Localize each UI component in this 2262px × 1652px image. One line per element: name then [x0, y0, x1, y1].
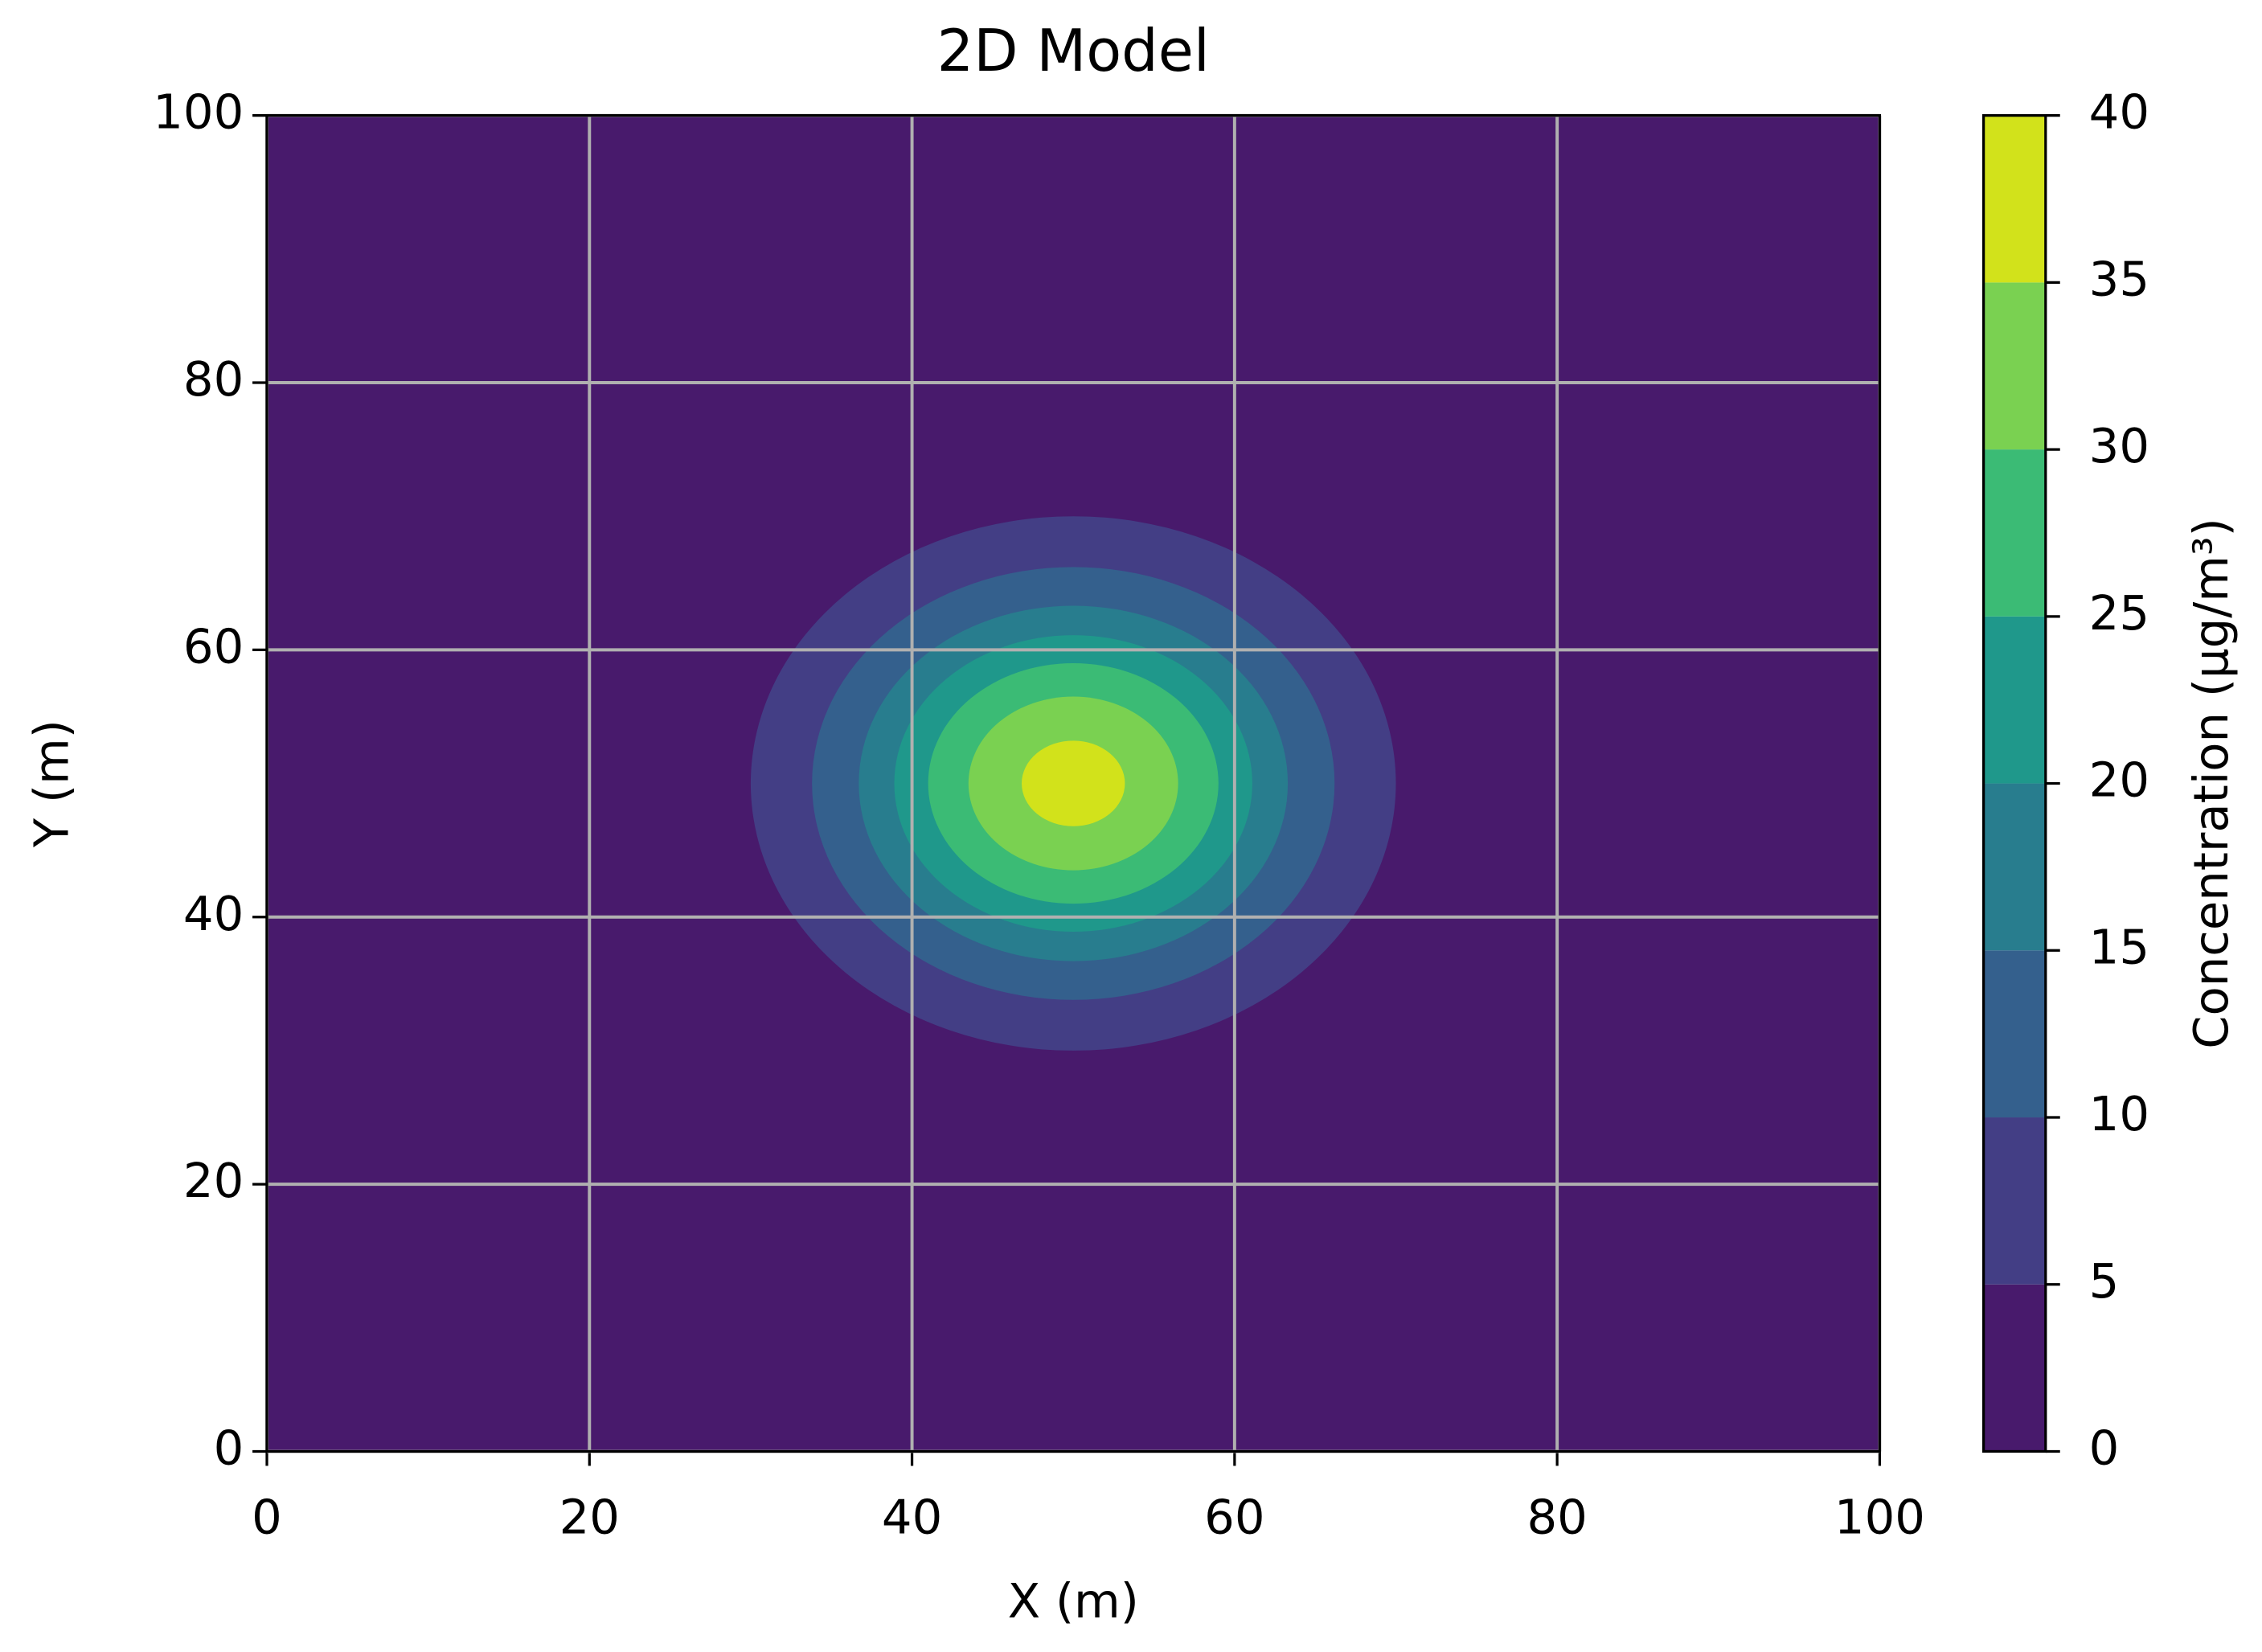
y-axis-label: Y (m) — [23, 719, 79, 848]
x-axis-label: X (m) — [1008, 1573, 1139, 1629]
colorbar-tick-label: 40 — [2089, 84, 2149, 140]
colorbar-segment — [1983, 282, 2046, 450]
colorbar-tick-label: 25 — [2089, 585, 2149, 641]
x-tick-label: 0 — [252, 1490, 282, 1545]
colorbar-tick-label: 0 — [2089, 1420, 2120, 1476]
colorbar-tick-label: 10 — [2089, 1086, 2149, 1142]
y-tick-label: 0 — [214, 1420, 244, 1476]
colorbar-segment — [1983, 783, 2046, 951]
x-tick-label: 80 — [1526, 1490, 1587, 1545]
colorbar-segment — [1983, 115, 2046, 283]
colorbar-segment — [1983, 1284, 2046, 1452]
contour-region — [1022, 740, 1125, 826]
colorbar-tick-label: 35 — [2089, 251, 2149, 306]
colorbar-label: Concentration (μg/m³) — [2183, 518, 2239, 1049]
y-tick-label: 100 — [153, 84, 244, 140]
colorbar-segment — [1983, 449, 2046, 617]
colorbar-tick-label: 30 — [2089, 418, 2149, 473]
chart-title: 2D Model — [937, 17, 1210, 84]
y-tick-label: 80 — [183, 351, 244, 407]
x-tick-label: 60 — [1204, 1490, 1264, 1545]
plot-frame — [265, 114, 1882, 1453]
colorbar-segment — [1983, 1117, 2046, 1285]
colorbar-tick-label: 20 — [2089, 752, 2149, 808]
y-tick-label: 60 — [183, 618, 244, 674]
colorbar-tick-label: 5 — [2089, 1253, 2120, 1309]
y-tick-label: 20 — [183, 1153, 244, 1208]
x-tick-label: 100 — [1834, 1490, 1925, 1545]
x-tick-label: 40 — [882, 1490, 942, 1545]
colorbar-segment — [1983, 950, 2046, 1118]
colorbar-segment — [1983, 616, 2046, 784]
y-tick-label: 40 — [183, 886, 244, 941]
colorbar-tick-label: 15 — [2089, 919, 2149, 974]
x-tick-label: 20 — [559, 1490, 620, 1545]
colorbar-frame — [1982, 114, 2047, 1453]
